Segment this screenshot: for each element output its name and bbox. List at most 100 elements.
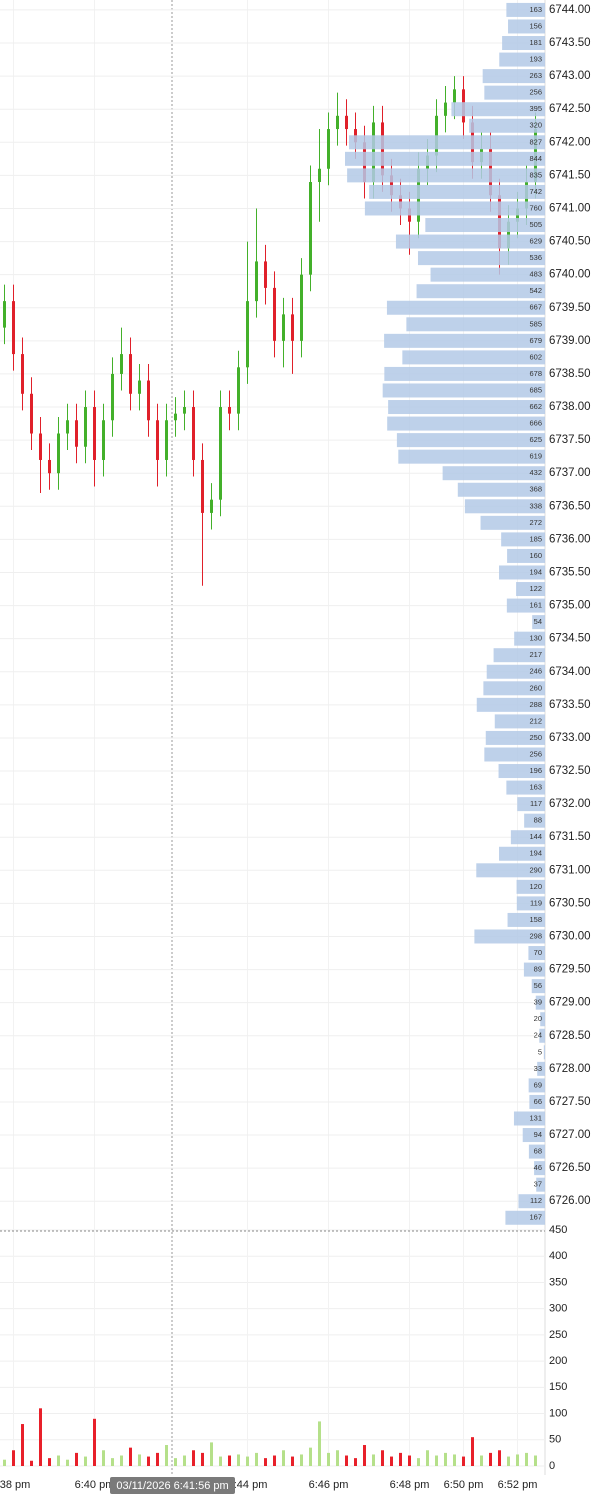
y-tick-label: 6729.50	[549, 964, 591, 976]
candle-body	[444, 102, 447, 116]
profile-label: 89	[534, 965, 542, 974]
profile-label: 194	[529, 849, 542, 858]
y-tick-label: 6739.00	[549, 335, 591, 347]
candle-body	[75, 420, 78, 447]
x-tick-label: 6:40 pm	[75, 1479, 115, 1491]
profile-label: 250	[529, 733, 542, 742]
volume-bar	[48, 1458, 51, 1466]
profile-label: 742	[529, 187, 542, 196]
profile-label: 260	[529, 683, 542, 692]
y-tick-label: 400	[549, 1250, 567, 1262]
volume-bar	[471, 1437, 474, 1466]
volume-bar	[21, 1424, 24, 1466]
y-tick-label: 6727.50	[549, 1096, 591, 1108]
profile-label: 33	[534, 1064, 542, 1073]
candle-body	[93, 407, 96, 460]
profile-bar	[406, 317, 545, 332]
profile-label: 678	[529, 369, 542, 378]
y-tick-label: 6727.00	[549, 1129, 591, 1141]
candle-body	[336, 115, 339, 130]
profile-label: 685	[529, 385, 542, 394]
candle-body	[327, 129, 330, 169]
profile-label: 167	[529, 1213, 542, 1222]
volume-bar	[381, 1450, 384, 1466]
profile-bar	[485, 730, 545, 745]
profile-label: 185	[529, 534, 542, 543]
volume-bar	[291, 1456, 294, 1466]
profile-label: 602	[529, 352, 542, 361]
volume-bar	[201, 1452, 204, 1466]
profile-label: 70	[534, 948, 542, 957]
volume-bar	[84, 1456, 87, 1466]
profile-bar	[476, 863, 545, 878]
volume-bar	[147, 1456, 150, 1466]
volume-bar	[399, 1452, 402, 1466]
profile-bar	[486, 664, 545, 679]
profile-label: 212	[529, 716, 542, 725]
y-tick-label: 6734.00	[549, 666, 591, 678]
profile-label: 288	[529, 700, 542, 709]
y-tick-label: 6728.00	[549, 1063, 591, 1075]
y-tick-label: 6737.00	[549, 467, 591, 479]
profile-bar	[505, 1210, 545, 1225]
profile-label: 39	[534, 998, 542, 1007]
profile-bar	[387, 416, 545, 431]
profile-bar	[484, 747, 545, 762]
crosshair-label: 03/11/2026 6:41:56 pm	[116, 1480, 228, 1492]
y-tick-label: 6741.50	[549, 169, 591, 181]
y-tick-label: 6730.00	[549, 931, 591, 943]
profile-bar	[345, 151, 545, 166]
x-tick-label: 6:48 pm	[390, 1479, 430, 1491]
profile-bar	[499, 52, 545, 67]
profile-bar	[502, 36, 545, 51]
candle-body	[300, 274, 303, 341]
profile-label: 542	[529, 286, 542, 295]
profile-bar	[493, 648, 545, 663]
volume-bar	[336, 1450, 339, 1466]
candle-body	[84, 407, 87, 447]
profile-bar	[507, 548, 545, 563]
volume-bar	[363, 1445, 366, 1466]
profile-label: 112	[530, 1196, 542, 1205]
candle-body	[102, 420, 105, 460]
profile-label: 827	[529, 137, 542, 146]
volume-bar	[102, 1450, 105, 1466]
volume-bar	[516, 1454, 519, 1466]
volume-bar	[417, 1458, 420, 1466]
profile-bar	[508, 19, 545, 34]
profile-bar	[528, 1078, 545, 1093]
volume-bar	[174, 1458, 177, 1466]
profile-bar	[507, 912, 545, 927]
profile-label: 760	[529, 203, 542, 212]
candle-body	[309, 182, 312, 275]
profile-label: 144	[529, 832, 542, 841]
profile-label: 130	[529, 634, 542, 643]
profile-bar	[384, 333, 545, 348]
profile-bar	[396, 433, 545, 448]
candle-body	[273, 287, 276, 341]
y-tick-label: 6735.50	[549, 567, 591, 579]
y-tick-label: 6734.50	[549, 633, 591, 645]
volume-bar	[525, 1452, 528, 1466]
profile-label: 246	[529, 667, 542, 676]
profile-label: 272	[529, 518, 542, 527]
candle-body	[48, 459, 51, 474]
volume-bar	[282, 1450, 285, 1466]
candle-body	[39, 433, 42, 460]
candle-body	[210, 499, 213, 513]
y-tick-label: 6729.00	[549, 997, 591, 1009]
volume-bar	[3, 1459, 6, 1466]
profile-label: 338	[529, 501, 542, 510]
volume-bar	[255, 1452, 258, 1466]
profile-label: 585	[529, 319, 542, 328]
profile-label: 298	[529, 931, 542, 940]
candle-body	[453, 89, 456, 103]
profile-bar	[517, 797, 545, 812]
candle-body	[228, 407, 231, 414]
profile-label: 483	[529, 270, 542, 279]
volume-bar	[156, 1452, 159, 1466]
profile-label: 5	[538, 1047, 542, 1056]
profile-label: 120	[529, 882, 542, 891]
profile-label: 161	[529, 601, 542, 610]
profile-bar	[518, 1194, 545, 1209]
